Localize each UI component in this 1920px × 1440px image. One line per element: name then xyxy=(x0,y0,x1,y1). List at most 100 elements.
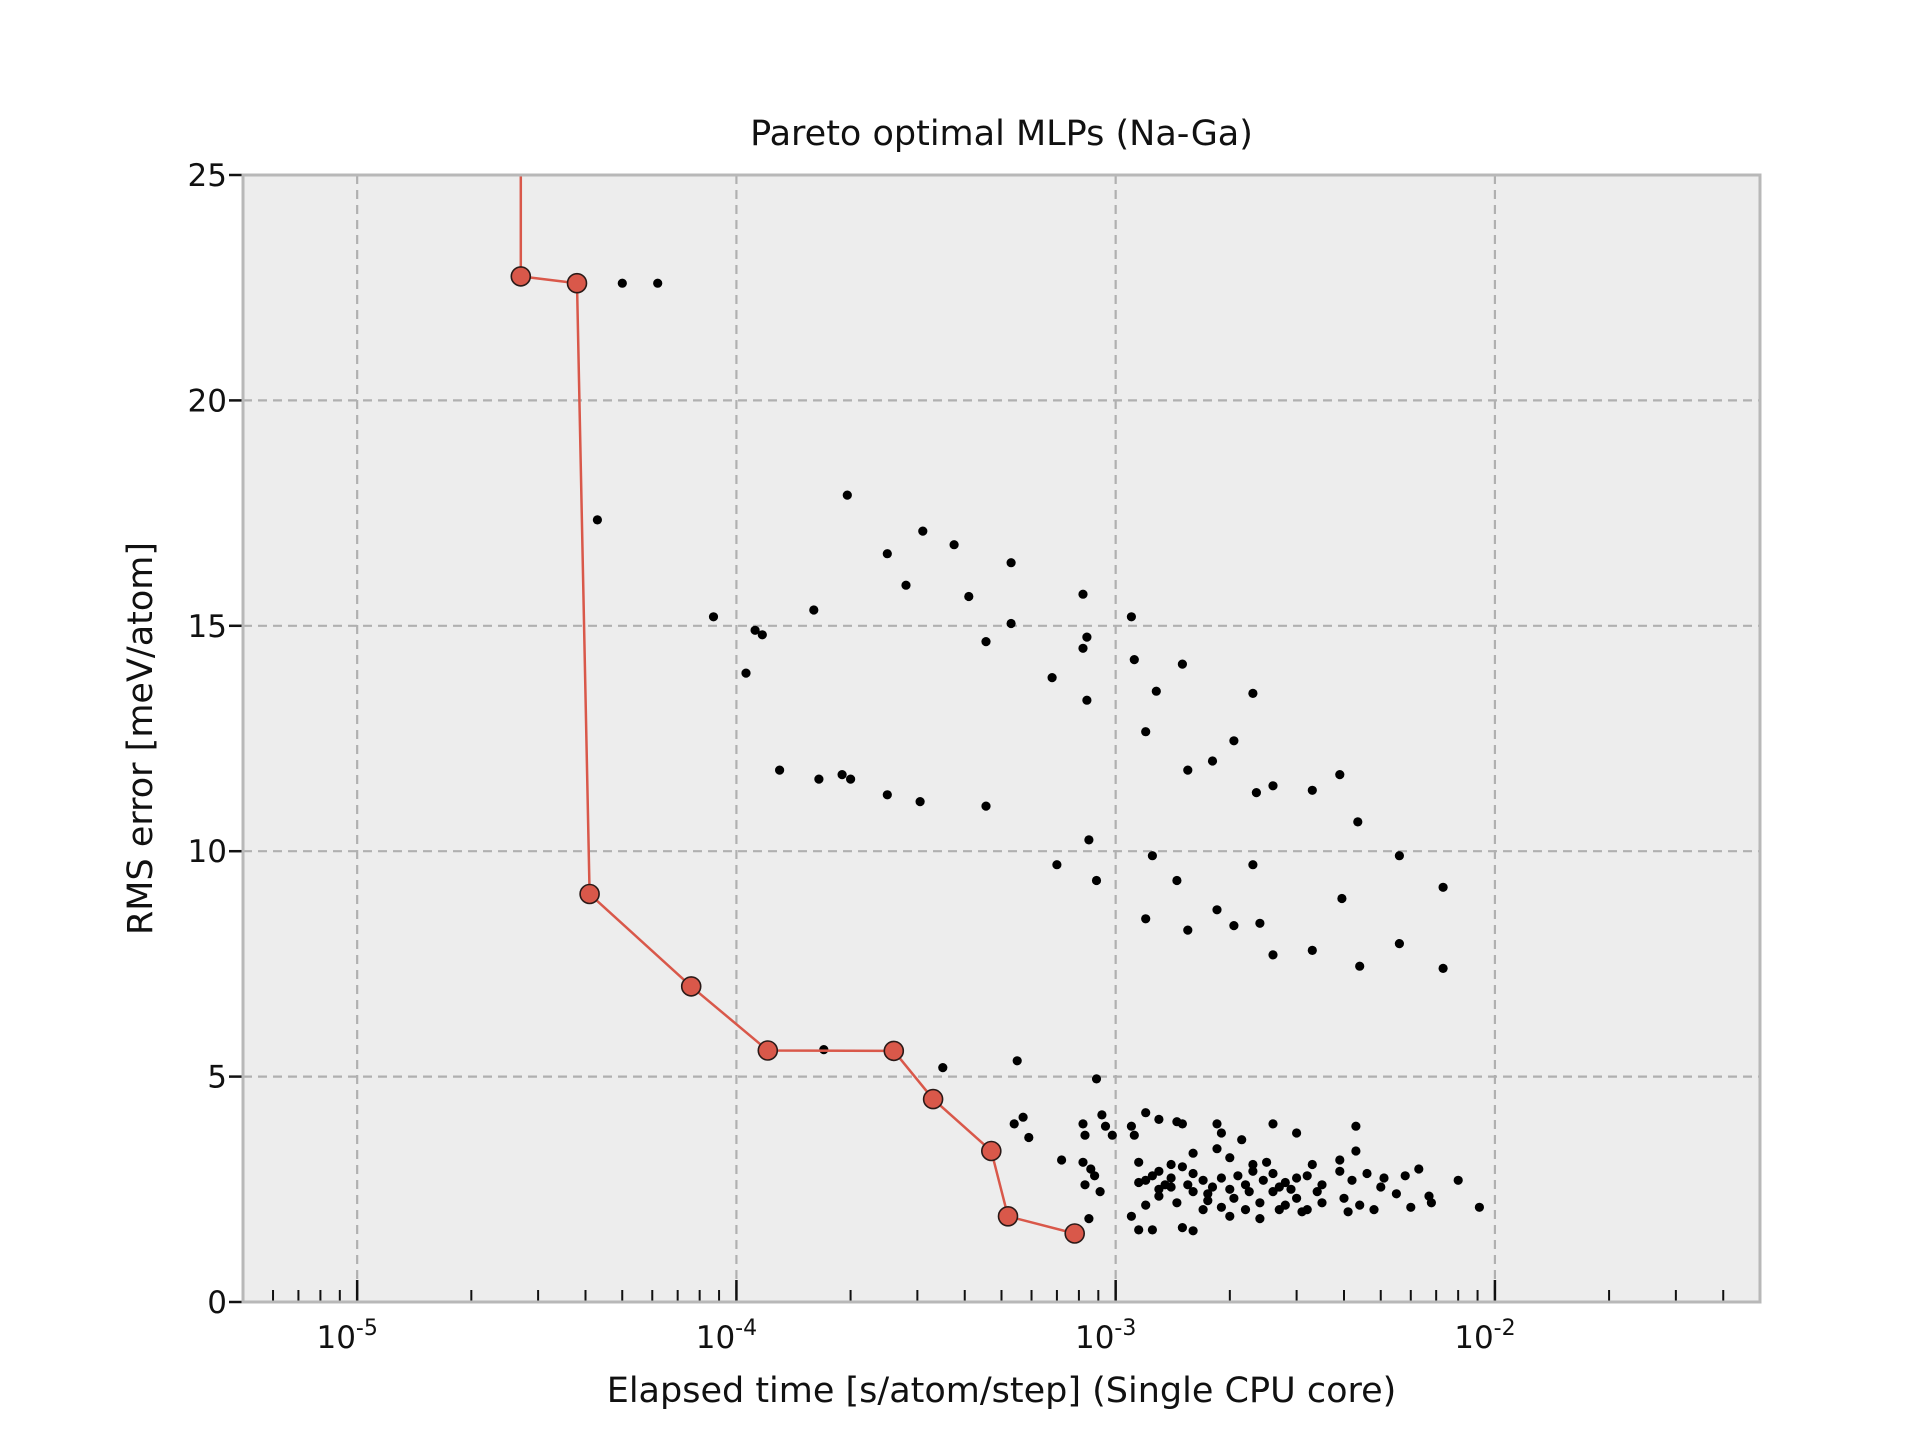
candidate-point xyxy=(842,490,852,500)
candidate-point xyxy=(1258,1175,1268,1185)
candidate-point xyxy=(1414,1164,1424,1174)
x-tick-exponent: -2 xyxy=(1494,1316,1516,1341)
candidate-point xyxy=(1078,1157,1088,1167)
candidate-point xyxy=(1126,612,1136,622)
candidate-point xyxy=(1183,1180,1193,1190)
candidate-point xyxy=(1172,1198,1182,1208)
candidate-point xyxy=(1024,1132,1034,1143)
candidate-point xyxy=(981,637,991,647)
candidate-point xyxy=(1474,1202,1484,1212)
candidate-point xyxy=(1172,875,1182,886)
candidate-point xyxy=(1248,688,1258,699)
candidate-point xyxy=(1237,1135,1247,1145)
candidate-point xyxy=(1091,1074,1102,1084)
candidate-point xyxy=(1091,875,1102,886)
pareto-point xyxy=(757,1040,779,1061)
candidate-point xyxy=(882,790,892,800)
candidate-point xyxy=(1355,961,1365,971)
candidate-point xyxy=(837,770,847,780)
candidate-points xyxy=(592,278,1484,1236)
candidate-point xyxy=(1353,817,1363,827)
y-tick-label: 0 xyxy=(207,1285,227,1321)
candidate-point xyxy=(1166,1159,1176,1170)
candidate-point xyxy=(1078,589,1088,599)
x-tick-exponent: -5 xyxy=(356,1316,378,1341)
candidate-point xyxy=(814,774,824,784)
candidate-point xyxy=(1262,1157,1272,1167)
candidate-point xyxy=(1078,1119,1088,1129)
candidate-point xyxy=(1177,1223,1187,1233)
candidate-point xyxy=(1147,1225,1157,1235)
pareto-point xyxy=(997,1206,1019,1227)
x-tick-base: 10 xyxy=(316,1320,355,1356)
candidate-point xyxy=(1248,860,1258,870)
x-axis-label: Elapsed time [s/atom/step] (Single CPU c… xyxy=(607,1371,1397,1411)
candidate-point xyxy=(1078,643,1088,653)
candidate-point xyxy=(1274,1182,1284,1192)
candidate-point xyxy=(1198,1205,1208,1215)
candidate-point xyxy=(1453,1175,1463,1185)
candidate-point xyxy=(1009,1119,1019,1129)
pareto-point xyxy=(922,1088,944,1110)
candidate-point xyxy=(1292,1173,1302,1183)
candidate-point xyxy=(1154,1191,1164,1201)
pareto-point xyxy=(579,883,600,905)
x-tick-label: 10-3 xyxy=(1075,1316,1136,1356)
candidate-point xyxy=(1154,1114,1164,1124)
candidate-point xyxy=(1203,1189,1213,1199)
x-tick-exponent: -3 xyxy=(1114,1316,1136,1341)
candidate-point xyxy=(1255,1214,1265,1224)
candidate-point xyxy=(1268,950,1278,960)
candidate-point xyxy=(1292,1128,1302,1138)
candidate-point xyxy=(1400,1171,1410,1181)
candidate-point xyxy=(1141,1200,1151,1210)
candidate-point xyxy=(741,668,751,678)
candidate-point xyxy=(1141,1175,1151,1185)
candidate-point xyxy=(1438,963,1448,974)
candidate-point xyxy=(1141,727,1151,737)
candidate-point xyxy=(1212,1119,1222,1129)
pareto-point xyxy=(566,272,588,294)
candidate-point xyxy=(1183,765,1193,775)
candidate-point xyxy=(592,515,603,525)
candidate-point xyxy=(1244,1187,1254,1197)
x-tick-base: 10 xyxy=(696,1320,735,1356)
y-tick-label: 25 xyxy=(188,158,227,194)
candidate-point xyxy=(1147,851,1157,861)
candidate-point xyxy=(1391,1189,1401,1199)
candidate-point xyxy=(1188,1187,1198,1197)
candidate-point xyxy=(1080,1130,1090,1140)
candidate-point xyxy=(1297,1207,1307,1217)
pareto-point xyxy=(883,1040,905,1062)
candidate-point xyxy=(1129,1130,1139,1140)
plot-area xyxy=(243,175,1760,1302)
candidate-point xyxy=(1084,1214,1094,1224)
candidate-point xyxy=(1090,1171,1100,1181)
candidate-point xyxy=(915,797,925,807)
candidate-point xyxy=(1240,1180,1251,1190)
pareto-point xyxy=(980,1140,1002,1162)
chart-title: Pareto optimal MLPs (Na-Ga) xyxy=(750,114,1253,154)
candidate-point xyxy=(1233,1171,1243,1181)
candidate-point xyxy=(1225,1153,1235,1163)
candidate-point xyxy=(1151,686,1161,696)
candidate-point xyxy=(1268,1168,1278,1179)
grid-lines xyxy=(243,175,1760,1302)
pareto-front xyxy=(510,175,1085,1244)
y-tick-label: 20 xyxy=(188,383,227,419)
candidate-point xyxy=(1351,1121,1361,1131)
candidate-point xyxy=(1229,1193,1239,1203)
candidate-point xyxy=(1129,655,1139,665)
candidate-point xyxy=(1268,781,1278,791)
candidate-point xyxy=(653,278,663,288)
candidate-point xyxy=(1292,1193,1302,1203)
candidate-point xyxy=(1225,1184,1235,1194)
candidate-point xyxy=(1317,1180,1327,1190)
candidate-point xyxy=(1216,1202,1226,1212)
candidate-point xyxy=(1012,1056,1022,1066)
candidate-point xyxy=(901,580,911,590)
candidate-point xyxy=(1082,695,1092,705)
candidate-point xyxy=(1080,1180,1090,1190)
candidate-point xyxy=(1268,1119,1278,1129)
